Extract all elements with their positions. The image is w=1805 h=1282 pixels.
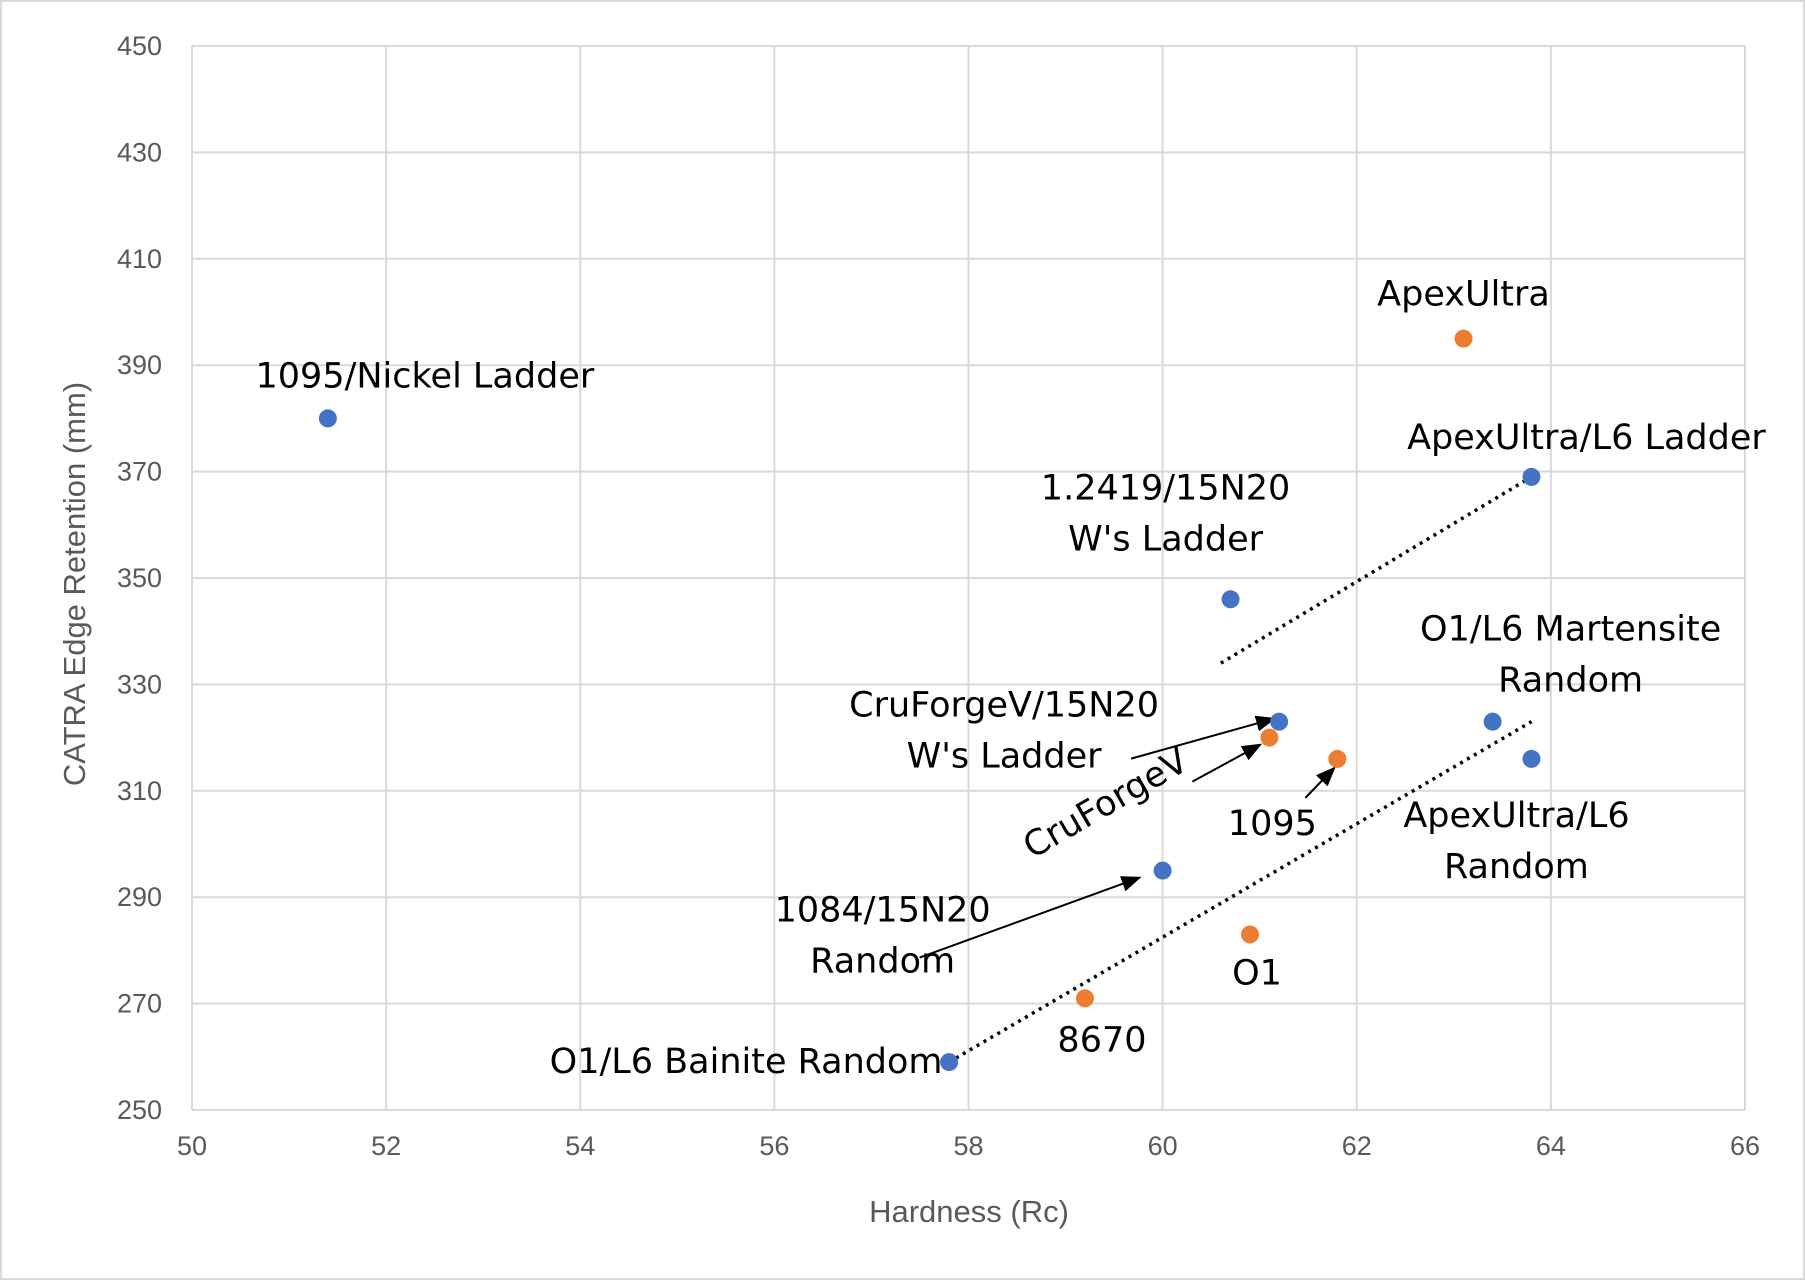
annotation-line: W's Ladder bbox=[1068, 519, 1264, 559]
annotation-line: 1095 bbox=[1228, 804, 1317, 844]
point-annotation: O1/L6 Bainite Random bbox=[550, 1042, 943, 1082]
annotation-line: O1/L6 Martensite bbox=[1420, 610, 1721, 650]
trendline bbox=[948, 720, 1533, 1064]
data-point bbox=[1328, 749, 1347, 768]
y-tick-label: 390 bbox=[117, 350, 162, 380]
annotation-line: ApexUltra bbox=[1377, 275, 1550, 315]
y-tick-label: 410 bbox=[117, 244, 162, 274]
x-axis-title: Hardness (Rc) bbox=[869, 1194, 1069, 1229]
annotation-line: Random bbox=[1498, 661, 1643, 701]
point-annotation: O1 bbox=[1232, 953, 1282, 993]
x-tick-label: 60 bbox=[1148, 1131, 1178, 1161]
data-point bbox=[1240, 925, 1259, 944]
annotation-arrow bbox=[1130, 715, 1277, 760]
data-point bbox=[1075, 989, 1094, 1008]
point-annotation: 1095 bbox=[1228, 804, 1317, 844]
annotation-line: 1084/15N20 bbox=[775, 891, 991, 931]
data-points bbox=[318, 329, 1541, 1072]
gridlines bbox=[191, 45, 1746, 1111]
point-annotation: CruForgeV/15N20 W's Ladder bbox=[849, 686, 1159, 777]
annotation-line: Random bbox=[810, 942, 955, 982]
x-tick-label: 64 bbox=[1536, 1131, 1566, 1161]
data-point bbox=[1153, 861, 1172, 880]
point-annotation: 1.2419/15N20 W's Ladder bbox=[1041, 468, 1291, 559]
data-point bbox=[1522, 467, 1541, 486]
annotation-arrows bbox=[919, 715, 1336, 959]
annotation-line: O1/L6 Bainite Random bbox=[550, 1042, 943, 1082]
data-point bbox=[1221, 590, 1240, 609]
point-annotation: 8670 bbox=[1057, 1020, 1146, 1060]
x-tick-label: 54 bbox=[565, 1131, 595, 1161]
point-annotation: ApexUltra/L6 Ladder bbox=[1407, 418, 1766, 458]
data-point bbox=[1454, 329, 1473, 348]
x-tick-label: 52 bbox=[371, 1131, 401, 1161]
annotation-line: 8670 bbox=[1057, 1020, 1146, 1060]
y-tick-label: 250 bbox=[117, 1095, 162, 1125]
y-tick-label: 350 bbox=[117, 563, 162, 593]
point-annotation: 1084/15N20 Random bbox=[775, 891, 991, 982]
x-tick-label: 62 bbox=[1342, 1131, 1372, 1161]
annotation-line: 1.2419/15N20 bbox=[1041, 468, 1291, 508]
annotation-line: O1 bbox=[1232, 953, 1282, 993]
x-tick-label: 58 bbox=[953, 1131, 983, 1161]
annotation-arrow bbox=[1191, 743, 1263, 783]
y-tick-label: 270 bbox=[117, 989, 162, 1019]
y-tick-label: 430 bbox=[117, 137, 162, 167]
point-annotation: 1095/Nickel Ladder bbox=[256, 356, 595, 396]
x-tick-label: 66 bbox=[1730, 1131, 1760, 1161]
y-tick-label: 310 bbox=[117, 776, 162, 806]
annotation-line: ApexUltra/L6 bbox=[1403, 796, 1629, 836]
point-annotation: ApexUltra/L6 Random bbox=[1403, 796, 1629, 887]
annotation-line: W's Ladder bbox=[907, 737, 1103, 777]
y-axis-title: CATRA Edge Retention (mm) bbox=[57, 382, 92, 786]
annotation-arrow bbox=[919, 876, 1142, 959]
point-annotation: O1/L6 Martensite Random bbox=[1420, 610, 1721, 701]
data-point bbox=[940, 1053, 959, 1072]
data-point bbox=[1270, 712, 1289, 731]
annotation-arrow bbox=[1304, 766, 1336, 799]
data-point bbox=[1483, 712, 1502, 731]
data-point bbox=[1260, 728, 1279, 747]
y-tick-label: 290 bbox=[117, 882, 162, 912]
annotation-line: 1095/Nickel Ladder bbox=[256, 356, 595, 396]
y-tick-label: 370 bbox=[117, 457, 162, 487]
annotation-line: Random bbox=[1444, 847, 1589, 887]
annotation-line: ApexUltra/L6 Ladder bbox=[1407, 418, 1766, 458]
x-tick-label: 56 bbox=[759, 1131, 789, 1161]
x-tick-label: 50 bbox=[177, 1131, 207, 1161]
annotation-line: CruForgeV/15N20 bbox=[849, 686, 1159, 726]
tick-labels: 250 270 290 310 330 350 370 390 410 430 450 50 52 54 5… bbox=[117, 31, 1760, 1161]
data-point bbox=[1522, 749, 1541, 768]
point-annotation: ApexUltra bbox=[1377, 275, 1550, 315]
data-point bbox=[318, 409, 337, 428]
y-tick-label: 450 bbox=[117, 31, 162, 61]
trendlines bbox=[948, 475, 1533, 1064]
point-annotations: 1095/Nickel Ladder ApexUltra ApexUltra/L6 … bbox=[256, 275, 1767, 1083]
y-tick-label: 330 bbox=[117, 669, 162, 699]
